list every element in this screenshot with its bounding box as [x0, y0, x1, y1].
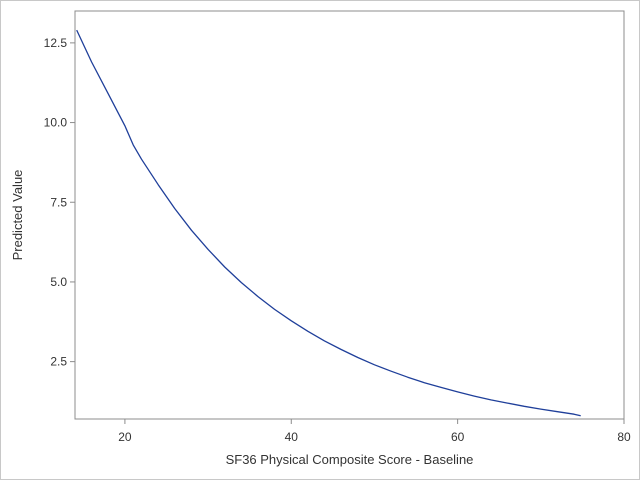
y-axis: 2.5 5.0 7.5 10.0 12.5	[44, 36, 75, 369]
y-tick-label: 5.0	[50, 275, 67, 289]
x-axis: 20 40 60 80	[118, 419, 631, 444]
x-tick-label: 60	[451, 430, 465, 444]
x-axis-label: SF36 Physical Composite Score - Baseline	[226, 452, 474, 467]
y-tick-label: 7.5	[50, 195, 67, 209]
y-axis-label: Predicted Value	[10, 170, 25, 261]
x-tick-label: 40	[285, 430, 299, 444]
y-tick-label: 10.0	[44, 116, 68, 130]
y-tick-label: 2.5	[50, 355, 67, 369]
x-tick-label: 80	[617, 430, 631, 444]
plot-area	[74, 10, 625, 420]
series-line	[76, 29, 581, 417]
series-layer	[76, 29, 581, 417]
x-tick-label: 20	[118, 430, 132, 444]
y-tick-label: 12.5	[44, 36, 68, 50]
